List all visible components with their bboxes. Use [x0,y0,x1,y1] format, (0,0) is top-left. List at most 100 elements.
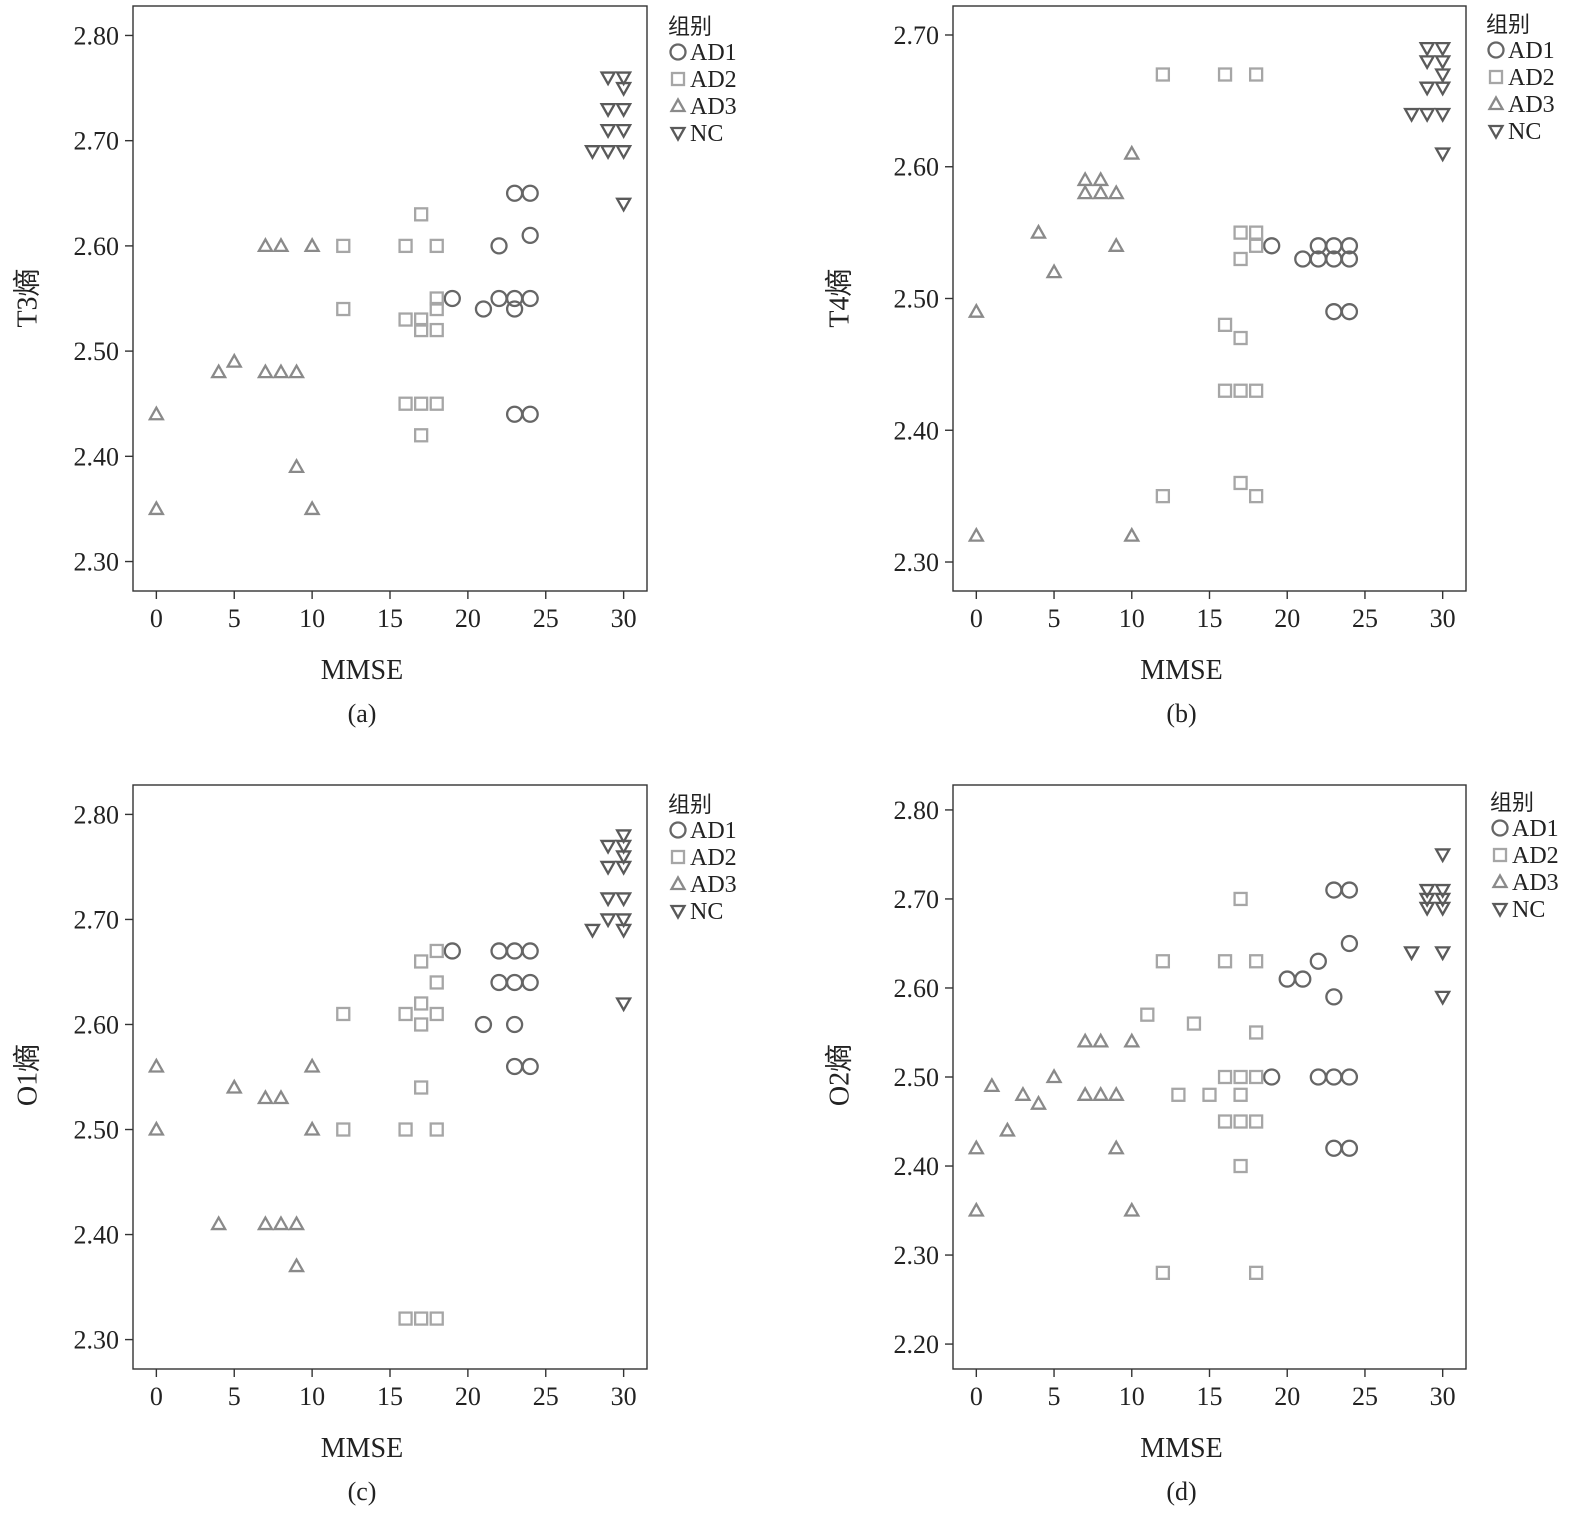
data-point-ad1 [1340,303,1359,321]
data-point-ad1 [1263,1068,1281,1086]
legend-label-ad2: AD2 [690,845,737,871]
x-tick-label: 20 [455,1382,481,1411]
data-point-ad1 [1340,934,1359,953]
data-point-ad3 [1076,1085,1094,1101]
legend-label-ad1: AD1 [1512,816,1559,842]
data-point-ad3 [1076,1032,1094,1048]
data-point-nc [615,997,633,1013]
data-point-ad2 [1140,1007,1155,1022]
data-point-ad2 [414,1017,429,1032]
data-point-ad3 [967,1139,985,1155]
x-tick-label: 0 [150,604,163,633]
data-point-ad3 [210,1215,228,1231]
legend-marker-ad2 [1492,847,1508,863]
y-tick-label: 2.60 [74,1010,120,1039]
data-point-nc [1403,946,1421,962]
data-point-ad2 [1248,67,1264,82]
data-point-ad2 [414,428,429,443]
data-point-ad2 [1233,225,1248,240]
legend-label-nc: NC [690,899,723,925]
panel-label: (d) [1166,1477,1196,1506]
data-point-ad2 [1248,1069,1264,1085]
data-point-ad2 [1248,383,1264,398]
legend-marker-nc [1491,902,1509,918]
legend-label-ad3: AD3 [1512,870,1559,896]
data-point-ad2 [414,1311,429,1326]
data-point-ad2 [398,1122,413,1137]
data-point-ad1 [474,1015,493,1034]
x-tick-label: 20 [1274,1382,1300,1411]
data-point-ad3 [1107,1085,1125,1101]
data-point-ad2 [414,954,429,969]
data-point-ad2 [1233,383,1248,398]
data-point-ad2 [1155,488,1171,504]
x-tick-label: 10 [1119,604,1145,633]
panel-label: (c) [348,1477,377,1506]
legend-label-ad2: AD2 [690,67,737,93]
data-point-ad2 [1248,1265,1264,1281]
x-tick-label: 0 [970,1382,983,1411]
data-point-ad2 [1248,954,1264,969]
x-tick-label: 30 [611,1382,637,1411]
data-point-ad1 [1325,881,1343,899]
panel-label: (b) [1166,699,1196,728]
y-tick-label: 2.30 [894,548,940,577]
data-point-ad2 [1248,488,1264,504]
chart-panel-c: 0 5 10 15 20 25 30 2.30 2.40 2.50 2.60 2.70 2.80 MMSE… [12,784,737,1506]
y-tick-label: 2.70 [894,885,940,914]
data-point-ad3 [272,1089,290,1105]
plot-frame [952,5,1467,592]
data-point-nc [1434,901,1452,917]
data-point-ad2 [1217,67,1233,82]
data-point-nc [615,913,633,929]
legend-marker-ad1 [669,821,687,839]
data-point-nc [615,860,633,876]
data-point-ad3 [1092,1032,1110,1048]
legend-label-nc: NC [690,121,723,147]
data-point-ad3 [147,500,165,516]
data-point-ad3 [1107,184,1125,200]
data-point-ad2 [398,1006,413,1022]
x-tick-label: 0 [150,1382,163,1411]
data-point-ad3 [967,526,985,542]
data-point-ad2 [429,975,444,990]
data-point-ad2 [1233,1087,1248,1102]
data-point-ad1 [1340,881,1359,899]
data-point-ad3 [1107,236,1125,252]
data-point-ad2 [429,1122,444,1137]
data-point-ad3 [303,1057,321,1073]
data-point-nc [1434,892,1452,908]
data-point-ad3 [1076,171,1094,187]
data-point-nc [615,892,633,908]
chart-panel-d: 0 5 10 15 20 25 30 2.20 2.30 2.40 2.50 2.60 2.70 2.80… [824,784,1559,1506]
data-point-ad1 [1294,970,1312,988]
plot-frame [952,784,1467,1370]
data-point-ad1 [521,184,539,202]
data-point-ad3 [1092,1085,1110,1101]
data-point-nc [599,839,617,855]
data-point-ad1 [521,226,539,245]
data-point-ad2 [1233,1069,1248,1085]
data-point-nc [1418,55,1436,71]
data-point-ad3 [225,352,243,368]
y-tick-label: 2.40 [894,416,940,445]
y-axis-title: O2熵 [824,1044,856,1106]
x-tick-label: 30 [611,604,637,633]
data-point-ad2 [1171,1087,1186,1102]
data-point-ad1 [1263,237,1281,255]
data-point-ad2 [429,238,444,254]
legend-label-ad2: AD2 [1508,65,1555,91]
x-tick-label: 5 [1048,1382,1061,1411]
chart-panel-b: 0 5 10 15 20 25 30 2.30 2.40 2.50 2.60 2.70 MMSE T4熵 (… [824,5,1555,728]
data-point-nc [615,197,633,213]
data-point-nc [584,145,601,161]
data-point-ad1 [521,405,539,423]
data-point-nc [599,913,617,929]
legend-marker-nc [669,904,687,920]
data-point-nc [1418,42,1436,57]
data-point-ad1 [521,289,539,308]
x-tick-label: 20 [455,604,481,633]
